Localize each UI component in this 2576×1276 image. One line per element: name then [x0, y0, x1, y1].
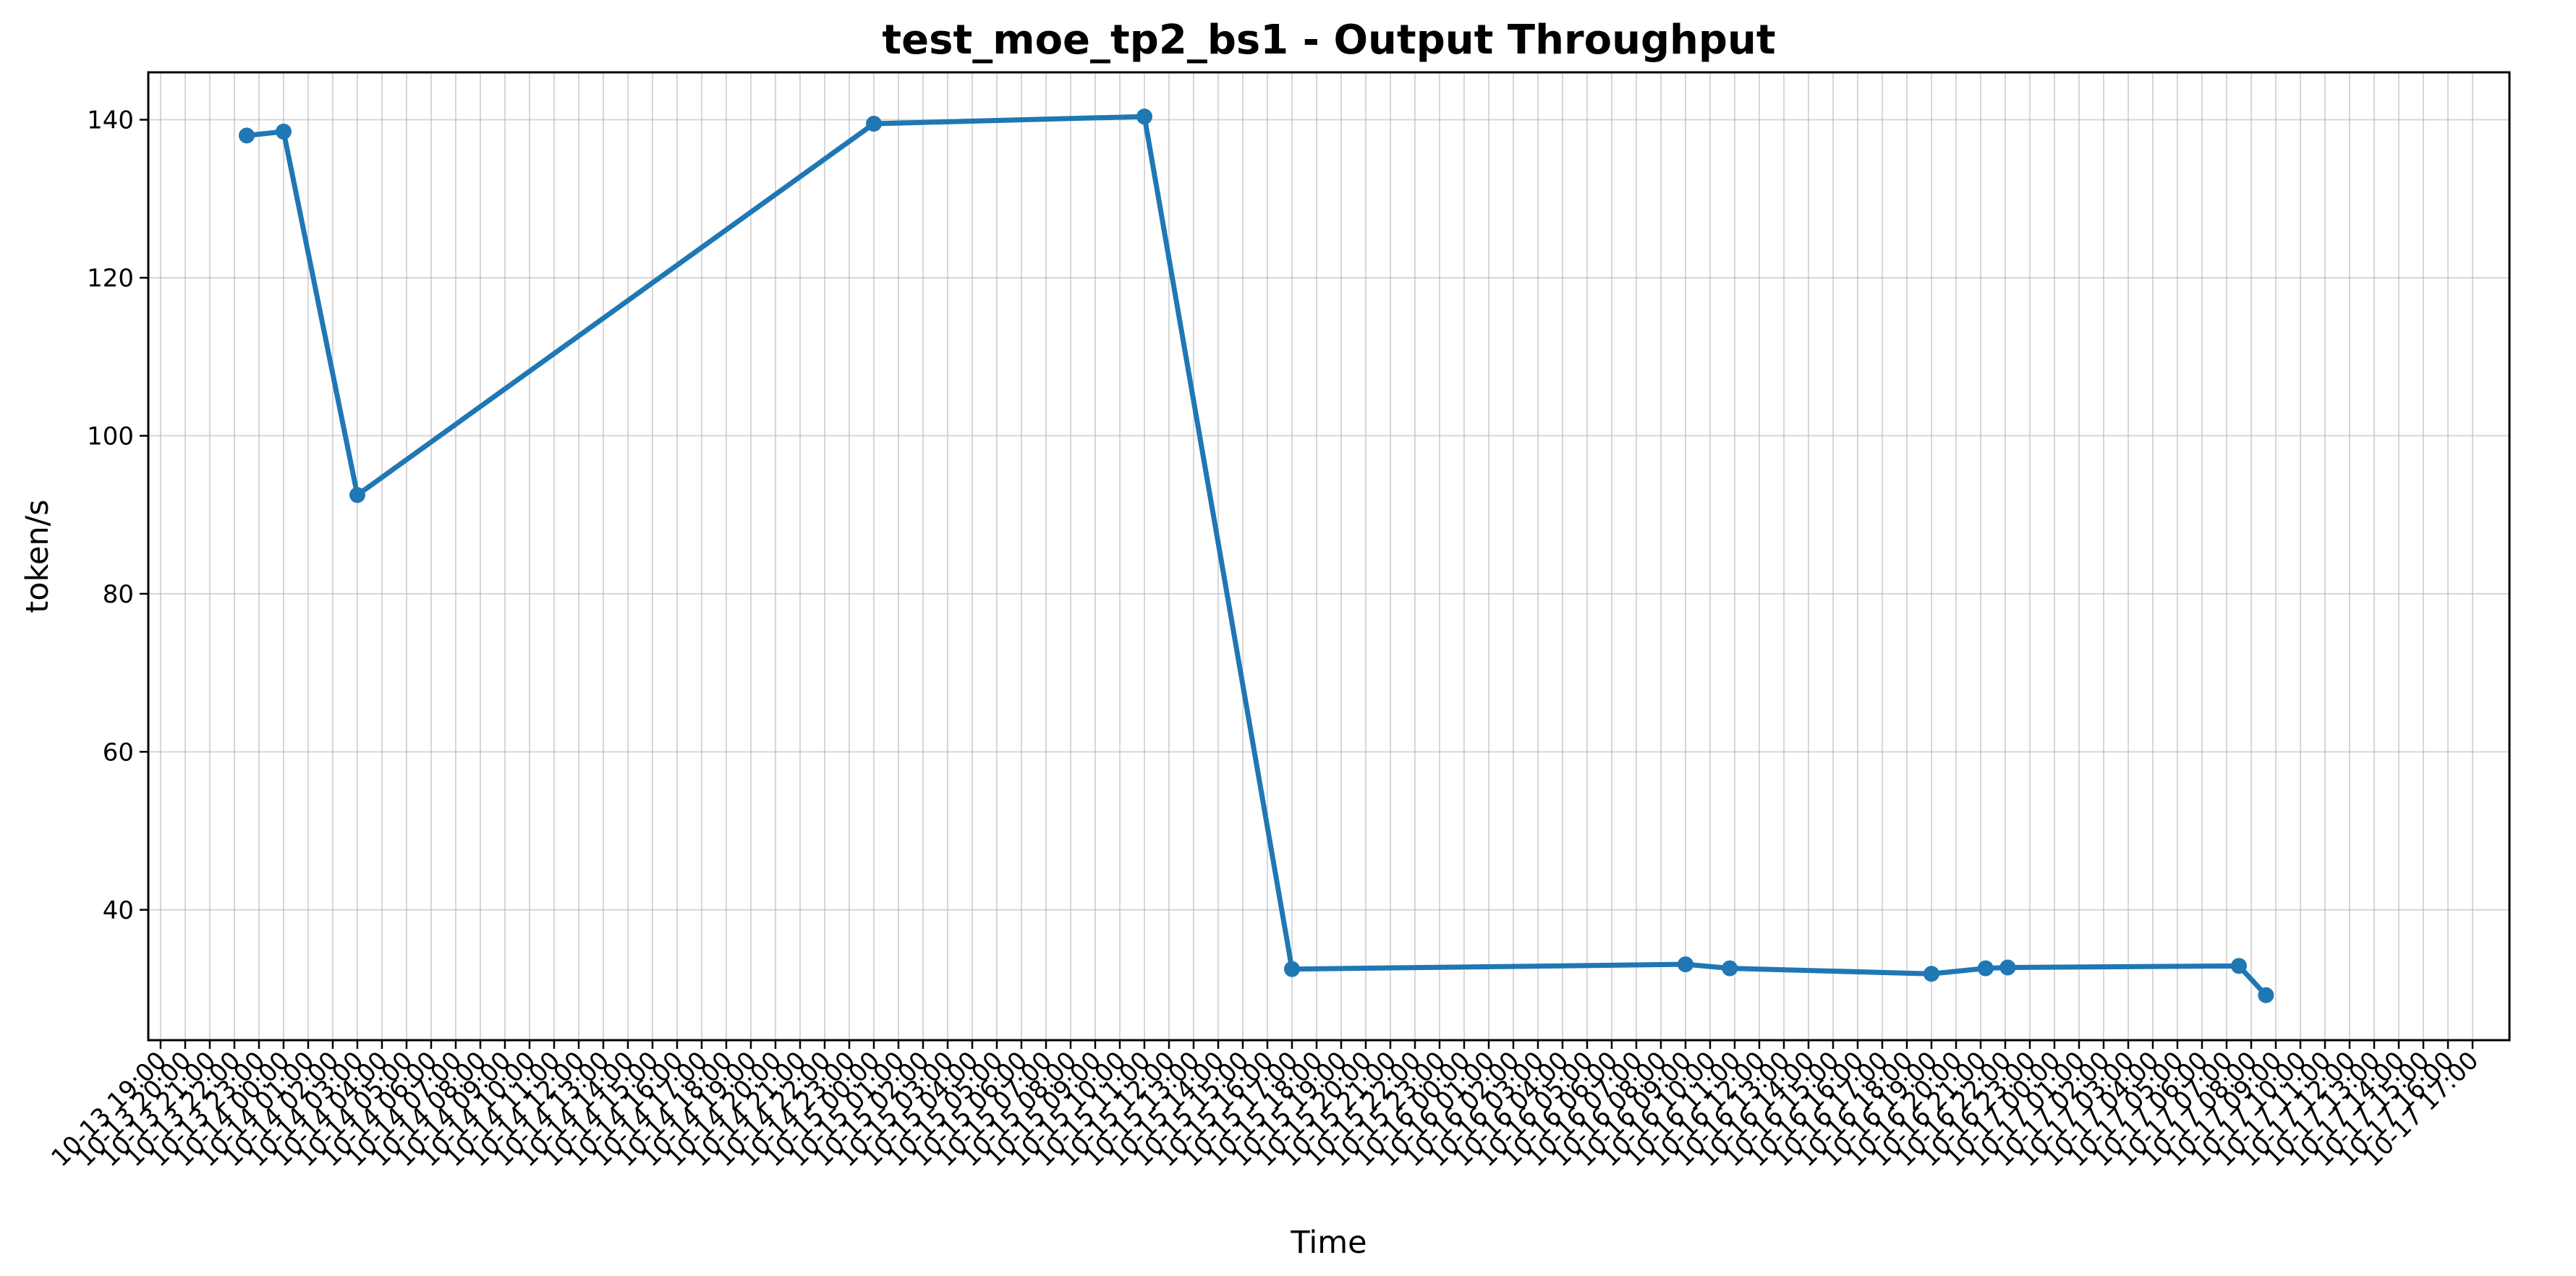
data-point	[2231, 958, 2247, 974]
data-point	[349, 487, 365, 503]
data-point	[276, 123, 292, 140]
grid	[148, 72, 2509, 1040]
data-point	[1722, 960, 1738, 977]
data-point	[1284, 961, 1300, 977]
y-axis-label: token/s	[20, 499, 56, 613]
data-point	[1999, 959, 2016, 976]
x-axis-label: Time	[1290, 1225, 1366, 1261]
data-point	[1977, 960, 1994, 977]
series-layer	[239, 109, 2274, 1003]
data-point	[239, 127, 255, 144]
chart-title: test_moe_tp2_bs1 - Output Throughput	[882, 17, 1775, 64]
data-point	[1678, 956, 1693, 973]
y-tick-label: 140	[87, 106, 134, 135]
y-tick-label: 40	[103, 896, 134, 925]
plot-frame	[147, 71, 2511, 1042]
data-point	[866, 115, 882, 132]
y-tick-label: 60	[103, 738, 134, 767]
data-point	[1136, 109, 1152, 125]
data-point	[2258, 987, 2274, 1003]
data-point	[1924, 966, 1939, 982]
y-tick-label: 100	[87, 422, 134, 451]
y-tick-label: 120	[87, 264, 134, 293]
y-tick-label: 80	[103, 580, 134, 609]
